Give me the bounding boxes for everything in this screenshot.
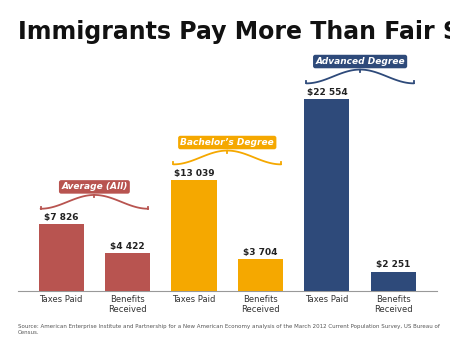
Text: $13 039: $13 039 (174, 169, 214, 177)
Text: $3 704: $3 704 (243, 248, 278, 257)
Text: Source: American Enterprise Institute and Partnership for a New American Economy: Source: American Enterprise Institute an… (18, 324, 440, 335)
Text: Advanced Degree: Advanced Degree (315, 57, 405, 66)
Bar (304, 99, 350, 291)
Text: $22 554: $22 554 (306, 88, 347, 97)
Bar (371, 271, 416, 291)
Text: Immigrants Pay More Than Fair Share: Immigrants Pay More Than Fair Share (18, 20, 450, 44)
Text: $2 251: $2 251 (376, 260, 410, 269)
Text: $7 826: $7 826 (44, 213, 78, 222)
Text: Bachelor’s Degree: Bachelor’s Degree (180, 138, 274, 147)
Bar (39, 224, 84, 291)
Bar (238, 259, 283, 291)
Text: Average (All): Average (All) (61, 183, 128, 191)
Bar (171, 180, 216, 291)
Text: $4 422: $4 422 (110, 242, 145, 251)
Bar (105, 253, 150, 291)
